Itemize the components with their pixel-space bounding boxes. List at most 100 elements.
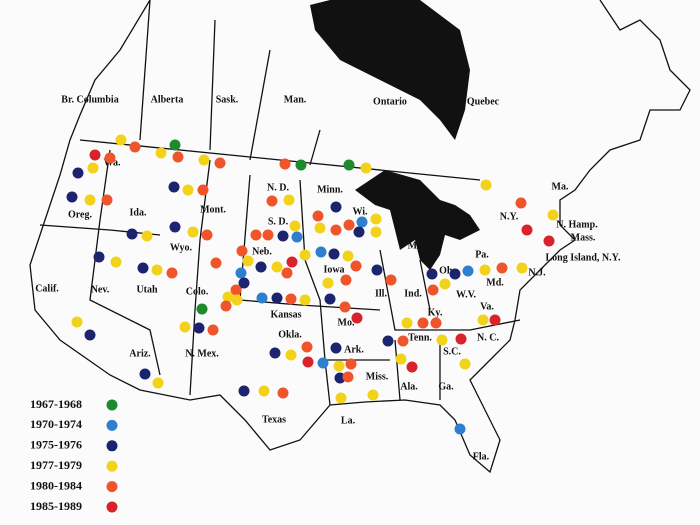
- event-dot: [426, 268, 438, 280]
- region-label: Ga.: [438, 381, 454, 392]
- region-label: Okla.: [278, 329, 302, 340]
- event-dot: [322, 277, 334, 289]
- event-dot: [231, 294, 243, 306]
- event-dot: [271, 292, 283, 304]
- legend-label: 1975-1976: [30, 438, 82, 452]
- region-label: Ala.: [400, 381, 418, 392]
- event-dot: [339, 301, 351, 313]
- region-label: Wi.: [352, 206, 368, 217]
- event-dot: [169, 221, 181, 233]
- region-label: N. Hamp.: [556, 219, 598, 230]
- event-dot: [333, 360, 345, 372]
- event-dot: [242, 255, 254, 267]
- event-dot: [152, 377, 164, 389]
- region-label: Nev.: [91, 284, 110, 295]
- event-dot: [330, 224, 342, 236]
- legend-swatch: [106, 460, 118, 472]
- region-label: N. C.: [477, 332, 499, 343]
- event-dot: [459, 358, 471, 370]
- event-dot: [193, 322, 205, 334]
- event-dot: [266, 195, 278, 207]
- region-label: Pa.: [475, 249, 489, 260]
- event-dot: [449, 268, 461, 280]
- legend-swatch: [106, 419, 118, 431]
- event-dot: [286, 256, 298, 268]
- event-dot: [93, 251, 105, 263]
- event-dot: [521, 224, 533, 236]
- event-dot: [314, 222, 326, 234]
- legend-label: 1980-1984: [30, 478, 82, 492]
- event-dot: [370, 226, 382, 238]
- event-dot: [129, 141, 141, 153]
- legend-swatch: [106, 481, 118, 493]
- region-label: Mi.: [408, 240, 423, 251]
- event-dot: [220, 300, 232, 312]
- region-label: Ma.: [552, 181, 569, 192]
- event-dot: [101, 194, 113, 206]
- event-dot: [335, 392, 347, 404]
- region-label: Ida.: [130, 207, 147, 218]
- event-dot: [385, 274, 397, 286]
- event-dot: [342, 371, 354, 383]
- event-dot: [283, 194, 295, 206]
- event-dot: [151, 264, 163, 276]
- region-label: Ariz.: [129, 348, 151, 359]
- event-dot: [334, 372, 346, 384]
- event-dot: [168, 181, 180, 193]
- event-dot: [256, 292, 268, 304]
- region-label: N.Y.: [500, 211, 519, 222]
- event-dot: [126, 228, 138, 240]
- event-dot: [285, 349, 297, 361]
- region-label: W.V.: [456, 289, 477, 300]
- region-label: Calif.: [35, 283, 59, 294]
- event-dot: [455, 333, 467, 345]
- event-dot: [207, 324, 219, 336]
- event-dot: [222, 291, 234, 303]
- legend-label: 1977-1979: [30, 458, 82, 472]
- event-dot: [401, 317, 413, 329]
- region-label: Oreg.: [68, 209, 92, 220]
- event-dot: [427, 284, 439, 296]
- event-dot: [84, 329, 96, 341]
- region-label: N.J.: [528, 267, 546, 278]
- event-dot: [454, 423, 466, 435]
- event-dot: [345, 358, 357, 370]
- event-dot: [351, 312, 363, 324]
- event-dot: [235, 267, 247, 279]
- region-label: Mo.: [338, 317, 355, 328]
- event-dot: [277, 230, 289, 242]
- event-dot: [258, 385, 270, 397]
- event-dot: [343, 219, 355, 231]
- event-dot: [89, 149, 101, 161]
- event-dot: [343, 159, 355, 171]
- region-label: Ind.: [404, 288, 422, 299]
- event-dot: [480, 179, 492, 191]
- legend-label: 1967-1968: [30, 397, 82, 411]
- region-label: Va.: [480, 301, 494, 312]
- region-label: N. Mex.: [185, 348, 219, 359]
- region-label: Utah: [136, 284, 158, 295]
- event-dot: [342, 250, 354, 262]
- region-label: Fla.: [473, 451, 490, 462]
- region-label: Mont.: [200, 204, 226, 215]
- event-dot: [417, 317, 429, 329]
- region-label: Sask.: [216, 94, 239, 105]
- event-dot: [110, 256, 122, 268]
- event-dot: [353, 226, 365, 238]
- event-dot: [115, 134, 127, 146]
- region-label: Alberta: [151, 94, 184, 105]
- region-label: Kansas: [270, 309, 301, 320]
- region-label: Man.: [284, 94, 307, 105]
- event-dot: [262, 229, 274, 241]
- region-label: La.: [341, 415, 356, 426]
- event-dot: [87, 162, 99, 174]
- region-label: Ill.: [375, 288, 387, 299]
- event-dot: [439, 278, 451, 290]
- event-dot: [155, 147, 167, 159]
- event-dot: [477, 314, 489, 326]
- event-dot: [72, 167, 84, 179]
- event-dot: [370, 213, 382, 225]
- event-dot: [350, 260, 362, 272]
- event-dot: [71, 316, 83, 328]
- event-dot: [547, 209, 559, 221]
